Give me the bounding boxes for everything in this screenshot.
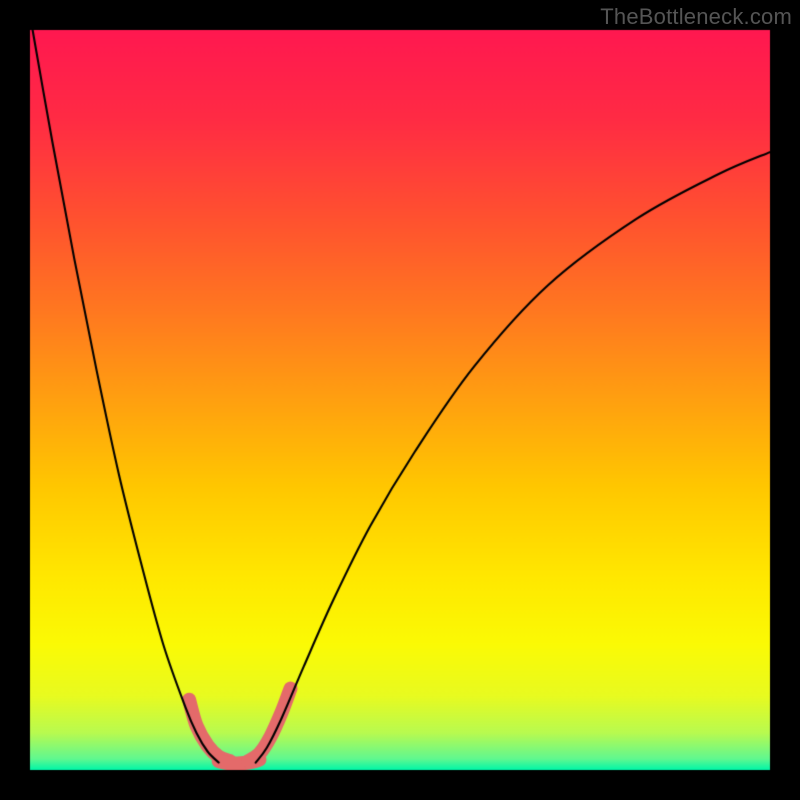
bottleneck-chart (0, 0, 800, 800)
watermark-text: TheBottleneck.com (600, 4, 792, 30)
